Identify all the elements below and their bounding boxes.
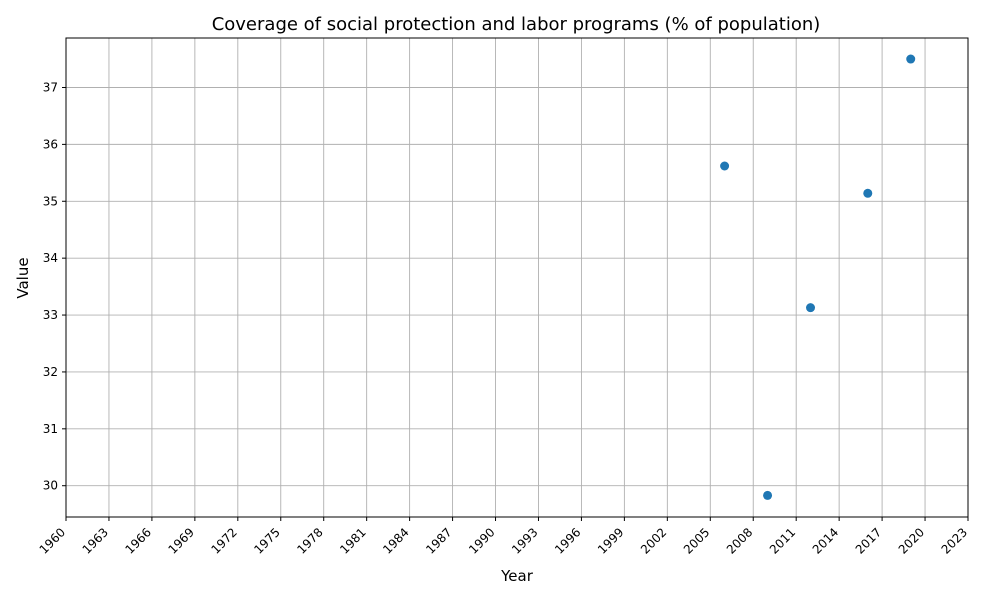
x-tick-label: 1999 — [595, 525, 626, 556]
x-tick-label: 1963 — [80, 525, 111, 556]
y-tick-label: 33 — [43, 308, 58, 322]
data-point — [906, 54, 916, 64]
chart-title: Coverage of social protection and labor … — [212, 14, 821, 35]
x-tick-label: 1984 — [380, 525, 411, 556]
x-tick-label: 1966 — [123, 525, 154, 556]
x-tick-label: 2002 — [638, 525, 669, 556]
x-tick-label: 2023 — [939, 525, 970, 556]
x-tick-label: 1960 — [37, 525, 68, 556]
y-axis-label: Value — [14, 257, 32, 298]
y-tick-label: 34 — [43, 251, 58, 265]
data-point — [863, 188, 873, 198]
x-tick-label: 2011 — [767, 525, 798, 556]
y-tick-label: 30 — [43, 479, 58, 493]
y-tick-label: 37 — [43, 80, 58, 94]
x-tick-label: 1987 — [423, 525, 454, 556]
x-tick-label: 2017 — [853, 525, 884, 556]
y-tick-label: 35 — [43, 194, 58, 208]
x-tick-label: 1981 — [337, 525, 368, 556]
x-tick-label: 1972 — [208, 525, 239, 556]
x-tick-label: 2014 — [810, 525, 841, 556]
x-axis-label: Year — [500, 567, 534, 585]
data-point — [806, 303, 816, 313]
x-tick-label: 2008 — [724, 525, 755, 556]
x-tick-label: 1969 — [165, 525, 196, 556]
x-tick-label: 1990 — [466, 525, 497, 556]
x-tick-label: 1993 — [509, 525, 540, 556]
data-point — [720, 161, 730, 171]
data-point — [763, 490, 773, 500]
y-tick-label: 32 — [43, 365, 58, 379]
x-tick-label: 1996 — [552, 525, 583, 556]
x-tick-label: 2020 — [896, 525, 927, 556]
x-tick-label: 2005 — [681, 525, 712, 556]
x-tick-label: 1978 — [294, 525, 325, 556]
data-points — [720, 54, 916, 500]
y-tick-label: 31 — [43, 422, 58, 436]
grid-lines — [65, 38, 969, 517]
x-tick-label: 1975 — [251, 525, 282, 556]
y-tick-label: 36 — [43, 137, 58, 151]
plot-frame — [65, 37, 969, 518]
